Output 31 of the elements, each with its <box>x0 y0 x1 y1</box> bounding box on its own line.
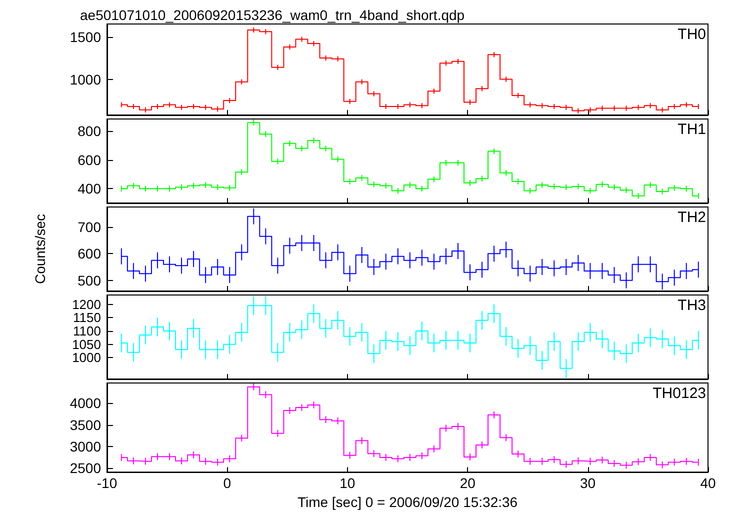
y-tick-label: 1000 <box>72 350 101 366</box>
y-tick-label: 800 <box>78 123 102 140</box>
x-axis-title: Time [sec] 0 = 2006/09/20 15:32:36 <box>297 494 518 510</box>
y-axis-title: Counts/sec <box>32 214 48 284</box>
y-tick-label: 4000 <box>70 395 102 412</box>
y-tick-label: 2500 <box>70 460 102 476</box>
y-tick-label: 1000 <box>70 71 102 88</box>
text: TH1 <box>678 121 706 138</box>
y-tick-label: 1200 <box>72 296 101 312</box>
series-label: TH3 <box>678 297 706 314</box>
y-tick-label: 1150 <box>73 310 101 326</box>
text: TH0 <box>678 26 706 43</box>
y-tick-label: 600 <box>78 246 102 262</box>
x-tick-label: 30 <box>580 475 596 492</box>
y-tick-label: 3500 <box>70 416 102 433</box>
text: TH0123 <box>652 385 706 402</box>
y-tick-label: 1500 <box>70 28 102 45</box>
y-tick-label: 1100 <box>73 324 101 338</box>
text: TH2 <box>678 209 706 226</box>
y-tick-label: 3000 <box>70 438 102 454</box>
x-tick-label: -10 <box>96 475 118 492</box>
y-tick-label: 600 <box>78 152 102 168</box>
x-tick-label: 20 <box>460 475 476 492</box>
x-tick-label: 40 <box>700 475 716 492</box>
x-tick-label: 10 <box>340 475 356 492</box>
y-tick-label: 400 <box>78 180 102 197</box>
y-tick-label: 1050 <box>72 336 101 352</box>
x-tick-label: 0 <box>223 475 232 492</box>
chart-title: ae501071010_20060920153236_wam0_trn_4band_short.qdp <box>80 7 465 23</box>
y-tick-label: 700 <box>78 219 102 235</box>
y-tick-label: 500 <box>78 272 102 288</box>
